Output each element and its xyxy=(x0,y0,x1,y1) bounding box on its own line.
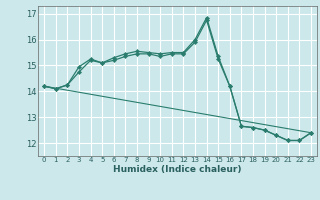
X-axis label: Humidex (Indice chaleur): Humidex (Indice chaleur) xyxy=(113,165,242,174)
